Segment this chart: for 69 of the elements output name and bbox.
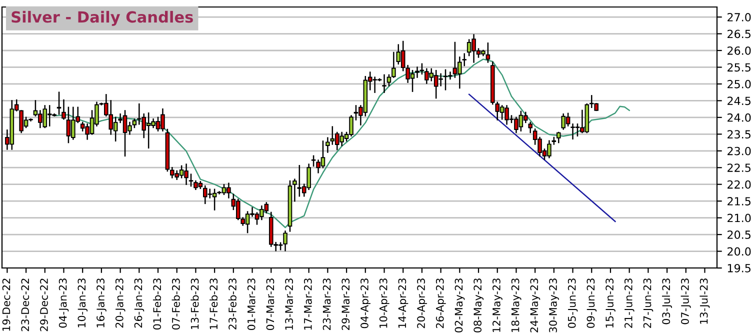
x-tick-label: 27-Jun-23 <box>643 278 654 328</box>
y-tick-label: 26.0 <box>728 46 751 55</box>
x-tick-label: 30-May-23 <box>549 278 559 332</box>
x-tick-label: 10-Apr-23 <box>379 278 390 328</box>
x-tick-label: 01-Feb-23 <box>152 278 162 330</box>
x-tick-label: 03-Jul-23 <box>662 278 672 324</box>
x-tick-label: 24-May-23 <box>530 278 540 332</box>
chart-title: Silver - Daily Candles <box>12 10 193 26</box>
candlestick <box>486 42 490 63</box>
x-tick-label: 02-May-23 <box>454 278 465 332</box>
x-tick-label: 17-Mar-23 <box>304 278 312 330</box>
x-tick-label: 05-Jun-23 <box>568 278 578 328</box>
candlestick <box>56 92 62 115</box>
y-tick-label: 21.5 <box>728 197 750 206</box>
y-tick-label: 21.0 <box>728 214 751 222</box>
x-tick-label: 01-Mar-23 <box>247 278 256 330</box>
x-tick-label: 29-Mar-23 <box>342 278 350 330</box>
y-tick-label: 20.0 <box>728 247 751 256</box>
x-tick-label: 07-Mar-23 <box>266 278 274 330</box>
y-tick-label: 23.5 <box>728 130 750 139</box>
x-tick-label: 13-Mar-23 <box>285 278 293 330</box>
candlestick <box>556 132 561 144</box>
y-tick-label: 20.5 <box>728 230 750 239</box>
candlestick <box>283 230 288 252</box>
candlestick <box>188 174 194 187</box>
x-tick-label: 20-Apr-23 <box>417 278 427 328</box>
x-tick-label: 23-Dec-22 <box>21 278 30 332</box>
line-series <box>54 58 630 228</box>
x-tick-label: 07-Jul-23 <box>680 278 691 324</box>
x-tick-label: 04-Apr-23 <box>360 278 370 328</box>
x-tick-label: 09-Jun-23 <box>586 278 597 328</box>
y-tick-label: 22.0 <box>728 180 751 189</box>
candlestick <box>330 126 335 145</box>
x-tick-label: 08-May-23 <box>474 278 484 332</box>
candlestick <box>382 74 386 93</box>
y-tick-label: 23.0 <box>728 146 751 156</box>
x-tick-label: 23-Mar-23 <box>322 278 331 330</box>
x-tick-label: 10-Jan-23 <box>78 278 88 328</box>
y-tick-label: 22.5 <box>728 164 750 172</box>
x-tick-label: 17-Feb-23 <box>210 278 218 330</box>
x-tick-label: 21-Jun-23 <box>624 278 634 328</box>
x-tick-label: 26-Apr-23 <box>436 278 446 328</box>
x-tick-label: 23-Feb-23 <box>228 278 236 330</box>
candlestick <box>528 122 532 134</box>
y-tick-label: 27.0 <box>728 13 751 22</box>
y-tick-label: 25.5 <box>728 63 750 72</box>
x-tick-label: 13-Feb-23 <box>190 278 199 330</box>
x-tick-label: 26-Jan-23 <box>134 278 144 328</box>
y-tick-label: 26.5 <box>728 30 750 38</box>
y-tick-label: 24.0 <box>728 113 751 122</box>
x-tick-label: 15-Jun-23 <box>606 278 616 328</box>
x-tick-label: 19-Dec-22 <box>2 278 10 331</box>
candlestick <box>326 137 330 153</box>
x-tick-label: 13-Jul-23 <box>700 278 710 324</box>
candlestick <box>62 99 66 120</box>
candlestick <box>292 178 297 202</box>
x-tick-label: 20-Jan-23 <box>115 278 126 328</box>
x-tick-label: 12-May-23 <box>492 278 502 332</box>
x-tick-label: 07-Feb-23 <box>172 278 180 330</box>
x-tick-label: 18-May-23 <box>511 278 522 332</box>
x-tick-label: 16-Jan-23 <box>96 278 106 328</box>
x-tick-label: 29-Dec-22 <box>40 278 48 332</box>
candlestick <box>415 66 420 78</box>
y-tick-label: 24.5 <box>728 96 750 106</box>
y-tick-label: 19.5 <box>728 264 750 272</box>
candlestick <box>386 74 392 86</box>
x-tick-label: 04-Jan-23 <box>58 278 69 328</box>
y-tick-label: 25.0 <box>728 80 751 88</box>
x-tick-label: 14-Apr-23 <box>398 278 408 328</box>
